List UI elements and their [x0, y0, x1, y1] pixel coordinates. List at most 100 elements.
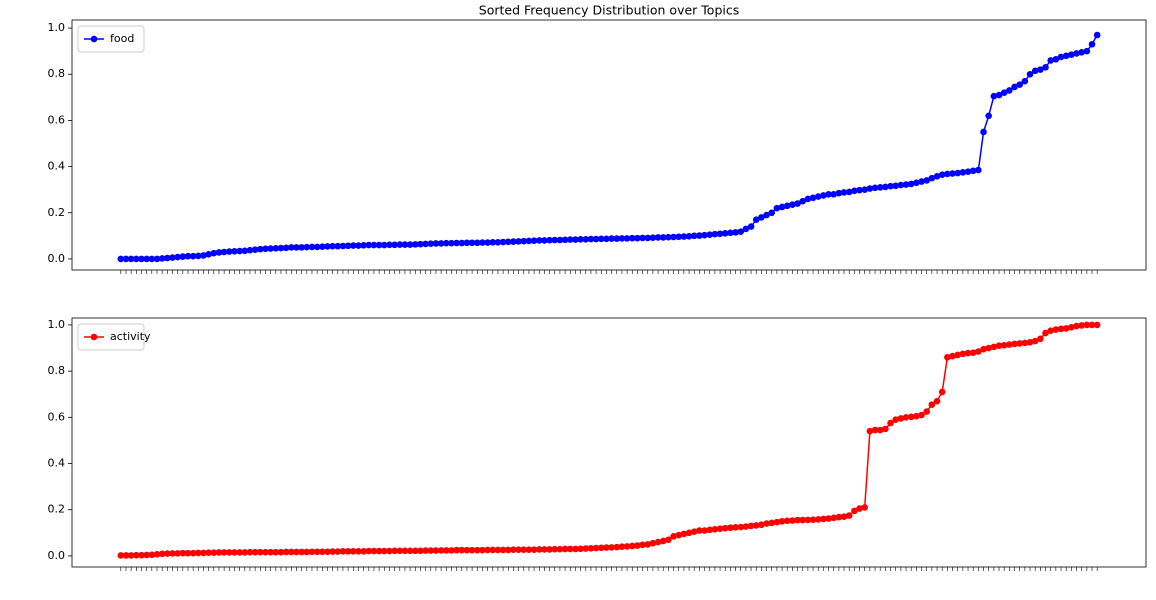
data-point — [1088, 40, 1096, 48]
data-point — [685, 232, 693, 240]
data-point — [1052, 55, 1060, 63]
data-point — [892, 416, 900, 423]
data-point — [463, 546, 471, 554]
data-point — [634, 542, 641, 549]
data-point — [608, 235, 615, 242]
data-point — [287, 244, 295, 251]
data-point — [195, 252, 202, 260]
data-point — [913, 412, 920, 420]
data-point — [758, 521, 765, 529]
data-point — [1011, 83, 1018, 91]
data-point — [246, 246, 254, 254]
data-point — [985, 344, 992, 352]
data-point — [887, 182, 894, 190]
data-point — [417, 240, 424, 248]
data-point — [1062, 52, 1070, 60]
data-point — [902, 181, 910, 188]
data-point — [768, 519, 776, 527]
data-point — [716, 230, 724, 238]
data-point — [938, 171, 946, 178]
data-point — [789, 201, 796, 208]
data-point — [783, 517, 791, 525]
data-point — [1031, 67, 1039, 75]
data-point — [277, 244, 285, 252]
data-point — [1000, 341, 1008, 349]
data-point — [510, 238, 517, 245]
data-point — [546, 236, 553, 244]
legend-box — [77, 25, 145, 53]
data-point — [391, 547, 398, 555]
data-point — [411, 241, 419, 248]
data-point — [334, 242, 342, 250]
data-point — [1037, 335, 1044, 343]
data-point — [365, 547, 373, 555]
data-point — [391, 241, 398, 249]
data-point — [427, 547, 435, 554]
data-point — [489, 238, 497, 246]
data-point — [179, 549, 187, 557]
data-point — [251, 246, 259, 253]
data-point — [634, 234, 641, 242]
data-point — [380, 241, 388, 249]
data-point — [117, 552, 125, 559]
data-point — [670, 233, 677, 241]
data-point — [603, 544, 610, 551]
data-point — [608, 544, 615, 551]
data-point — [742, 523, 750, 530]
data-point — [561, 545, 569, 553]
data-point — [959, 169, 967, 176]
data-point — [582, 545, 590, 552]
data-point — [954, 351, 962, 359]
data-point — [618, 235, 626, 242]
data-point — [613, 235, 621, 242]
data-point — [127, 255, 135, 263]
data-point — [287, 548, 295, 556]
data-point — [448, 547, 455, 554]
data-point — [794, 516, 801, 524]
data-point — [494, 546, 502, 554]
data-point — [985, 112, 992, 120]
data-point — [1006, 87, 1013, 94]
data-point — [380, 547, 388, 555]
data-point — [876, 184, 884, 191]
data-point — [794, 200, 801, 207]
data-point — [701, 231, 708, 239]
data-point — [1026, 70, 1034, 78]
data-point — [933, 172, 941, 180]
data-point — [133, 255, 140, 263]
data-point — [1026, 338, 1034, 346]
data-point — [267, 245, 274, 252]
y-tick-label: 0.2 — [48, 206, 66, 219]
data-point — [138, 255, 145, 263]
data-point — [701, 527, 708, 534]
y-tick-label: 0.0 — [48, 252, 66, 265]
data-point — [458, 546, 466, 554]
data-point — [349, 547, 357, 555]
data-point — [572, 236, 579, 243]
data-point — [349, 242, 357, 249]
data-point — [556, 236, 564, 244]
data-point — [597, 235, 605, 243]
data-point — [980, 128, 987, 136]
data-point — [644, 541, 652, 548]
data-point — [422, 547, 429, 554]
data-point — [851, 187, 858, 195]
data-point — [220, 549, 228, 556]
data-point — [690, 232, 698, 240]
data-point — [1073, 322, 1080, 330]
data-point — [1062, 325, 1070, 332]
data-point — [226, 248, 233, 255]
data-point — [1068, 51, 1075, 58]
data-point — [303, 243, 311, 251]
data-point — [246, 548, 254, 556]
data-point — [396, 241, 404, 248]
data-point — [313, 548, 321, 556]
data-point — [360, 242, 367, 249]
data-point — [122, 552, 130, 559]
data-point — [473, 546, 481, 554]
data-point — [721, 229, 729, 237]
data-point — [644, 234, 652, 242]
data-point — [293, 548, 300, 556]
data-point — [825, 515, 832, 522]
data-point — [189, 549, 197, 557]
